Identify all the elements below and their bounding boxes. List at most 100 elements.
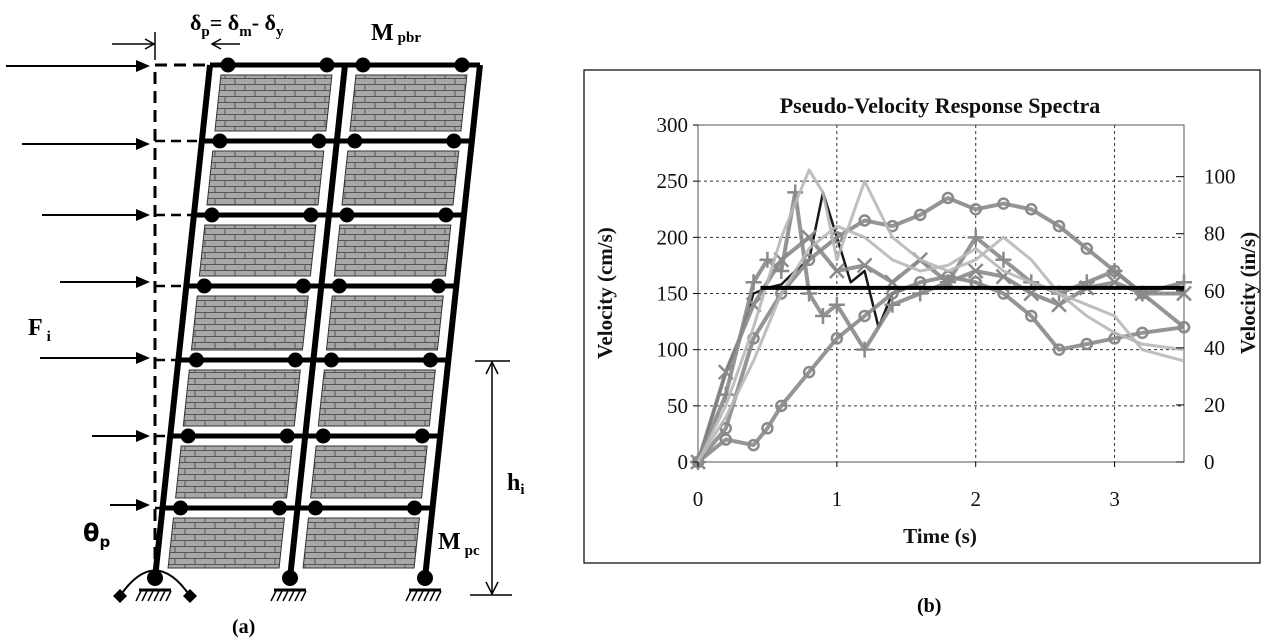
force-arrow-head bbox=[136, 276, 150, 288]
plastic-hinge bbox=[311, 133, 327, 149]
series-point bbox=[967, 229, 984, 246]
infill-panel bbox=[214, 74, 333, 132]
series-point bbox=[719, 433, 733, 446]
support-hatch bbox=[147, 590, 154, 602]
y2-tick-label: 40 bbox=[1204, 336, 1225, 360]
support-hatch bbox=[270, 590, 277, 602]
column bbox=[422, 64, 483, 579]
undeformed-outline bbox=[153, 63, 210, 578]
series-line bbox=[696, 224, 1185, 463]
force-arrow-head bbox=[136, 60, 150, 72]
plastic-hinge bbox=[295, 278, 311, 294]
infill-panel bbox=[302, 517, 420, 569]
plastic-hinge bbox=[279, 428, 295, 444]
height-label: hi bbox=[507, 470, 525, 498]
plastic-hinge bbox=[331, 278, 347, 294]
series-point bbox=[775, 399, 788, 413]
series-point bbox=[856, 257, 873, 274]
height-dimension bbox=[470, 360, 512, 596]
infill-panel bbox=[317, 369, 436, 427]
series-line bbox=[696, 274, 1185, 464]
y2-tick-label: 100 bbox=[1204, 165, 1236, 189]
infill-panel bbox=[206, 150, 325, 206]
infill-panel bbox=[190, 295, 309, 351]
plastic-hinge bbox=[272, 500, 288, 516]
force-arrow-head bbox=[136, 499, 150, 511]
series-point bbox=[801, 229, 817, 246]
plastic-hinge bbox=[454, 57, 470, 73]
series-point bbox=[858, 214, 871, 227]
series-point bbox=[1052, 219, 1066, 233]
floor-dashes bbox=[155, 139, 200, 510]
series-point bbox=[1025, 309, 1038, 323]
y2-tick-label: 80 bbox=[1204, 222, 1225, 246]
series-point bbox=[969, 203, 982, 216]
series-point bbox=[745, 274, 762, 291]
support-hatch bbox=[417, 590, 424, 602]
plastic-hinge bbox=[173, 500, 189, 516]
y2-tick-label: 20 bbox=[1204, 393, 1225, 417]
chart-panel: 0 50 100 150 200 250 300 0 1 2 3 0 20 40 60 80 100 Pseud… bbox=[583, 69, 1261, 617]
column bbox=[152, 64, 213, 579]
series-point bbox=[747, 438, 760, 452]
support-hatch bbox=[135, 590, 142, 602]
plastic-hinge bbox=[339, 207, 355, 223]
plastic-hinge bbox=[438, 207, 454, 223]
plastic-hinge bbox=[446, 133, 462, 149]
plastic-hinge bbox=[323, 352, 339, 368]
series-point bbox=[1177, 320, 1191, 334]
support-hatch bbox=[141, 590, 148, 602]
infill-panel bbox=[175, 445, 293, 499]
support-hatch bbox=[423, 590, 430, 602]
force-arrow-head bbox=[136, 430, 150, 442]
series-point bbox=[1025, 203, 1038, 216]
plastic-hinge bbox=[422, 352, 438, 368]
series-point bbox=[830, 332, 844, 345]
lateral-force-arrows bbox=[6, 60, 150, 511]
x-axis-label: Time (s) bbox=[903, 524, 977, 548]
support-hatch bbox=[159, 590, 166, 602]
column bbox=[287, 64, 348, 579]
series-point bbox=[995, 251, 1012, 268]
chart-title: Pseudo-Velocity Response Spectra bbox=[780, 93, 1101, 118]
plastic-hinge bbox=[407, 500, 423, 516]
series-point bbox=[1106, 263, 1123, 280]
support-hatch bbox=[288, 590, 295, 602]
series-point bbox=[967, 263, 984, 279]
y2-axis-label: Velocity (in/s) bbox=[1236, 232, 1260, 354]
rotation-symbol bbox=[113, 569, 197, 603]
infill-panel bbox=[167, 517, 285, 569]
series-point bbox=[1136, 326, 1149, 340]
series-point bbox=[814, 307, 831, 324]
x-tick-label: 1 bbox=[832, 487, 843, 511]
y-tick-label: 250 bbox=[657, 169, 689, 193]
force-arrow-head bbox=[136, 209, 150, 221]
plastic-hinge bbox=[414, 428, 430, 444]
chart-axes: 0 50 100 150 200 250 300 0 1 2 3 0 20 40 60 80 100 bbox=[657, 113, 1236, 511]
infill-panel bbox=[333, 224, 452, 277]
plastic-hinge bbox=[287, 352, 303, 368]
plastic-hinge bbox=[212, 133, 228, 149]
support-hatch bbox=[300, 590, 307, 602]
y-tick-label: 300 bbox=[657, 113, 689, 137]
base-hinge bbox=[282, 570, 298, 586]
fixed-supports bbox=[135, 588, 442, 602]
infill-panel bbox=[198, 224, 317, 277]
series-point bbox=[802, 365, 816, 379]
x-tick-label: 2 bbox=[970, 487, 981, 511]
plastic-hinge bbox=[303, 207, 319, 223]
infill-panel bbox=[349, 74, 468, 132]
theta-label: θp bbox=[83, 519, 111, 551]
infill-panel bbox=[310, 445, 428, 499]
series-point bbox=[828, 263, 845, 279]
support-hatch bbox=[435, 590, 442, 602]
support-hatch bbox=[294, 590, 301, 602]
plastic-hinge bbox=[355, 57, 371, 73]
series-point bbox=[759, 251, 776, 268]
plastic-hinge bbox=[315, 428, 331, 444]
plastic-hinge bbox=[204, 207, 220, 223]
y-tick-label: 150 bbox=[657, 282, 689, 306]
y-tick-label: 50 bbox=[667, 394, 688, 418]
base-hinge bbox=[417, 570, 433, 586]
